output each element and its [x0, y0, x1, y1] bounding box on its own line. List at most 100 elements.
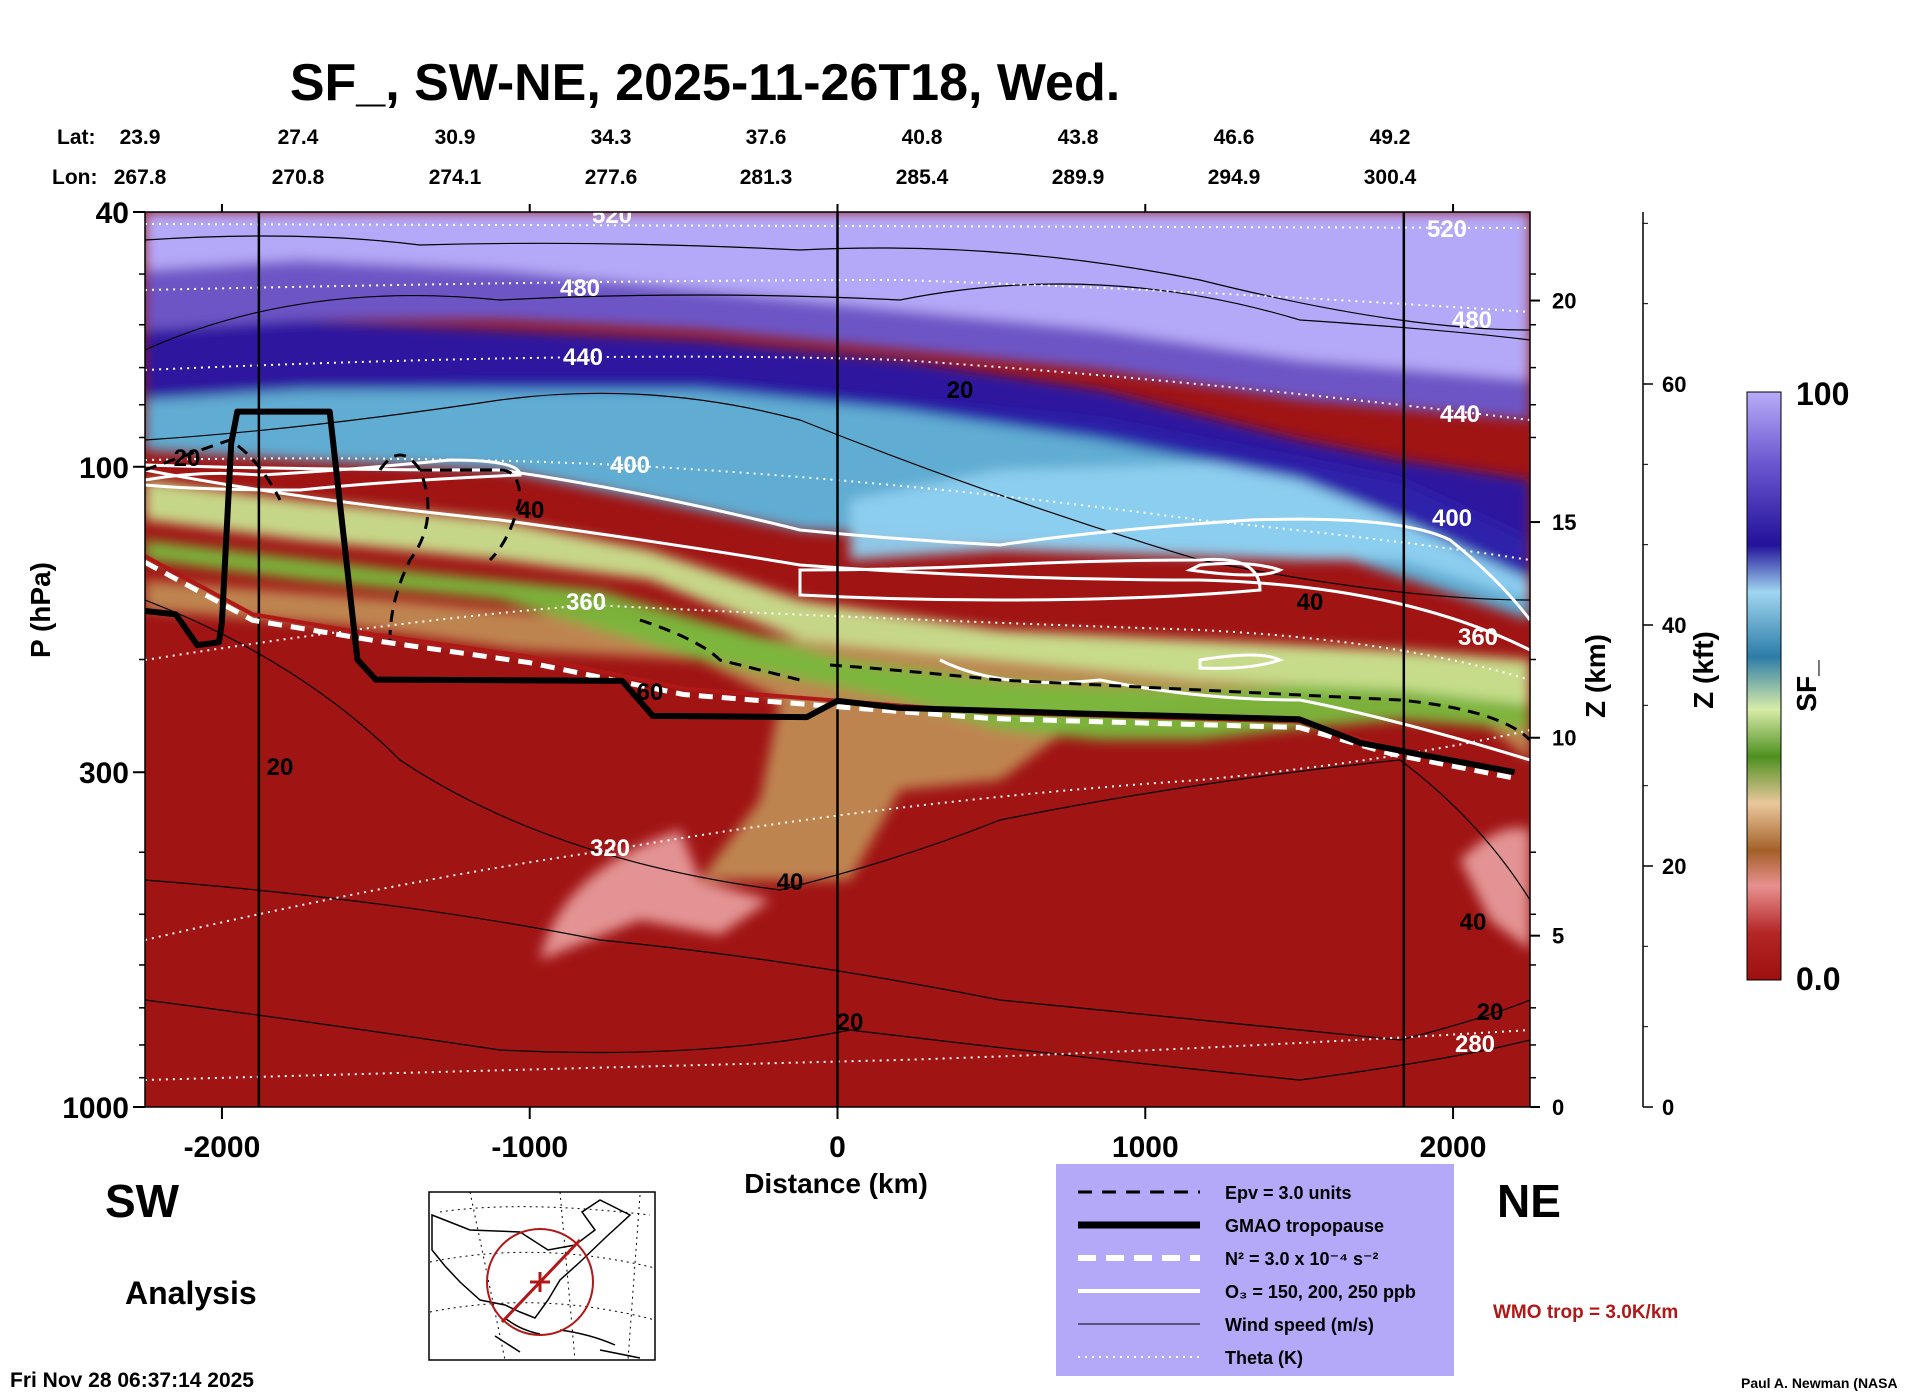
colorbar-label: SF_: [1791, 660, 1822, 712]
credit: Paul A. Newman (NASA: [1741, 1375, 1898, 1391]
wind-speed-label: 20: [1477, 999, 1504, 1026]
field-green-band: [145, 540, 1530, 740]
wind-speed-label: 40: [1297, 589, 1324, 616]
field-yellowgreen-band: [145, 480, 1530, 705]
theta-contour-label: 480: [560, 275, 600, 302]
z-km-tick-label: 5: [1552, 924, 1564, 949]
colorbar-min-label: 0.0: [1796, 961, 1840, 997]
theta-contour: [145, 1029, 1530, 1081]
theta-contour: [145, 457, 1530, 561]
x-axis-label: Distance (km): [744, 1168, 928, 1199]
x-tick-label: 2000: [1420, 1131, 1487, 1164]
epv-contour: [829, 663, 1530, 742]
lon-value: 270.8: [272, 166, 325, 189]
theta-contour-label: 320: [590, 835, 630, 862]
lat-value: 27.4: [278, 126, 319, 149]
x-tick-label: -2000: [184, 1131, 261, 1164]
y-axis-label: P (hPa): [25, 562, 56, 658]
colorbar: [1746, 391, 1782, 981]
p-tick-label: 100: [79, 452, 129, 485]
lat-value: 37.6: [746, 126, 787, 149]
wind-speed-contour: [145, 283, 1530, 351]
lon-value: 300.4: [1364, 166, 1417, 189]
timestamp: Fri Nov 28 06:37:14 2025: [10, 1369, 254, 1392]
x-tick-label: -1000: [491, 1131, 568, 1164]
z-km-tick-label: 20: [1552, 289, 1576, 314]
gmao-tropopause-line: [144, 408, 1516, 776]
lon-value: 277.6: [585, 166, 638, 189]
z-km-axis-label: Z (km): [1580, 634, 1611, 718]
theta-contour-label: 280: [1455, 1031, 1495, 1058]
wind-speed-label: 20: [837, 1009, 864, 1036]
epv-contour: [378, 453, 430, 641]
wind-speed-contour: [145, 235, 1530, 331]
p-tick-label: 300: [79, 757, 129, 790]
legend-label: GMAO tropopause: [1225, 1216, 1384, 1236]
lon-value: 281.3: [740, 166, 793, 189]
lon-value: 267.8: [114, 166, 167, 189]
ozone-contour: [145, 468, 1530, 652]
legend: Epv = 3.0 units GMAO tropopause N² = 3.0 x…: [1056, 1164, 1454, 1376]
field-pink-band: [540, 828, 1530, 960]
lon-value: 289.9: [1052, 166, 1105, 189]
lon-value: 285.4: [896, 166, 949, 189]
lat-lon-header: Lat: Lon: 23.9 27.4 30.9 34.3 37.6 40.8 43.8 46…: [52, 126, 1417, 189]
wind-speed-label: 40: [777, 869, 804, 896]
wind-speed-label: 40: [518, 497, 545, 524]
lon-value: 274.1: [429, 166, 482, 189]
ozone-contour: [1185, 561, 1284, 670]
legend-label: Epv = 3.0 units: [1225, 1183, 1352, 1203]
lat-value: 43.8: [1058, 126, 1099, 149]
z-kft-tick-label: 20: [1662, 854, 1686, 879]
theta-contour-label: 400: [1432, 505, 1472, 532]
p-tick-label: 1000: [62, 1092, 129, 1125]
lat-value: 30.9: [435, 126, 476, 149]
wind-speed-contour: [145, 392, 1530, 601]
x-tick-label: 0: [829, 1131, 846, 1164]
lat-value: 40.8: [902, 126, 943, 149]
z-kft-tick-label: 40: [1662, 613, 1686, 638]
lat-value: 23.9: [120, 126, 161, 149]
theta-contour: [145, 729, 1530, 941]
legend-label: O₃ = 150, 200, 250 ppb: [1225, 1282, 1416, 1302]
chart-title: SF_, SW-NE, 2025-11-26T18, Wed.: [290, 54, 1120, 112]
ozone-contour: [798, 557, 1262, 602]
z-kft-tick-label: 60: [1662, 372, 1686, 397]
ne-direction-label: NE: [1497, 1175, 1561, 1227]
theta-contour-label: 520: [592, 202, 632, 229]
wind-speed-contour: [145, 879, 1530, 1041]
analysis-label: Analysis: [125, 1275, 257, 1311]
lat-value: 49.2: [1370, 126, 1411, 149]
lat-value: 34.3: [591, 126, 632, 149]
wmo-note: WMO trop = 3.0K/km: [1493, 1302, 1678, 1323]
epv-contour: [420, 468, 522, 562]
theta-contour-label: 440: [1440, 401, 1480, 428]
theta-contour-label: 480: [1452, 307, 1492, 334]
theta-contour-label: 440: [563, 344, 603, 371]
field-darkblue-band: [145, 320, 1530, 580]
epv-contour: [639, 618, 801, 682]
wind-speed-label: 60: [637, 679, 664, 706]
theta-contour-label: 520: [1427, 216, 1467, 243]
wind-speed-label: 20: [174, 445, 201, 472]
theta-contour-label: 360: [566, 589, 606, 616]
legend-label: N² = 3.0 x 10⁻⁴ s⁻²: [1225, 1249, 1378, 1269]
wind-speed-label: 20: [267, 754, 294, 781]
lat-value: 46.6: [1214, 126, 1255, 149]
z-km-tick-label: 0: [1552, 1095, 1564, 1120]
z-km-tick-label: 10: [1552, 726, 1576, 751]
lon-label: Lon:: [52, 166, 97, 189]
p-tick-label: 40: [96, 197, 129, 230]
z-kft-tick-label: 0: [1662, 1095, 1674, 1120]
inset-map: [428, 1191, 656, 1361]
lat-label: Lat:: [57, 126, 96, 149]
wind-speed-label: 20: [947, 377, 974, 404]
lon-value: 294.9: [1208, 166, 1261, 189]
sw-direction-label: SW: [105, 1175, 180, 1227]
x-tick-label: 1000: [1112, 1131, 1179, 1164]
wind-speed-label: 40: [1460, 909, 1487, 936]
legend-box: [1056, 1164, 1454, 1376]
theta-contour: [145, 355, 1530, 421]
wind-speed-contour: [145, 999, 1530, 1081]
